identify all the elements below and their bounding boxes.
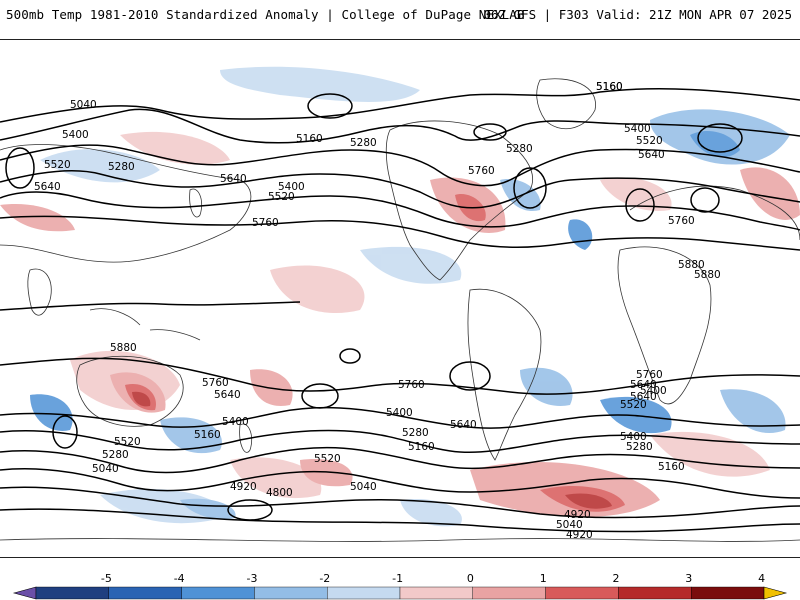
svg-text:5520: 5520 bbox=[44, 159, 71, 171]
colorbar-tick-label: 3 bbox=[685, 572, 693, 585]
svg-text:5160: 5160 bbox=[658, 461, 685, 473]
svg-text:5280: 5280 bbox=[350, 137, 377, 149]
svg-text:5160: 5160 bbox=[296, 133, 323, 145]
svg-text:5400: 5400 bbox=[62, 129, 89, 141]
svg-text:5760: 5760 bbox=[468, 165, 495, 177]
svg-text:5640: 5640 bbox=[214, 389, 241, 401]
colorbar-tick-label: 4 bbox=[758, 572, 766, 585]
svg-text:5280: 5280 bbox=[506, 143, 533, 155]
svg-text:5280: 5280 bbox=[102, 449, 129, 461]
svg-text:5760: 5760 bbox=[398, 379, 425, 391]
svg-text:5280: 5280 bbox=[626, 441, 653, 453]
map-title: 500mb Temp 1981-2010 Standardized Anomal… bbox=[6, 7, 525, 22]
svg-text:5880: 5880 bbox=[110, 342, 137, 354]
svg-text:5760: 5760 bbox=[636, 369, 663, 381]
colorbar: -5-4-3-2-1012345 bbox=[0, 572, 800, 600]
svg-text:5040: 5040 bbox=[92, 463, 119, 475]
svg-text:5520: 5520 bbox=[314, 453, 341, 465]
svg-text:5520: 5520 bbox=[114, 436, 141, 448]
colorbar-tick-label: -3 bbox=[246, 572, 258, 585]
svg-text:5760: 5760 bbox=[252, 217, 279, 229]
colorbar-swatch bbox=[545, 586, 619, 600]
svg-text:5880: 5880 bbox=[694, 269, 721, 281]
svg-text:5160: 5160 bbox=[596, 81, 623, 93]
colorbar-tick-label: -1 bbox=[392, 572, 404, 585]
colorbar-tick-label: -5 bbox=[100, 572, 112, 585]
svg-text:5760: 5760 bbox=[668, 215, 695, 227]
svg-text:5160: 5160 bbox=[596, 81, 623, 93]
svg-text:4920: 4920 bbox=[564, 509, 591, 521]
svg-text:5640: 5640 bbox=[450, 419, 477, 431]
header: 500mb Temp 1981-2010 Standardized Anomal… bbox=[0, 0, 800, 34]
svg-text:5400: 5400 bbox=[620, 431, 647, 443]
colorbar-scale bbox=[12, 586, 788, 600]
colorbar-tick-label: 2 bbox=[612, 572, 620, 585]
svg-text:5640: 5640 bbox=[638, 149, 665, 161]
colorbar-max-arrow bbox=[763, 586, 788, 600]
colorbar-swatch bbox=[472, 586, 546, 600]
colorbar-swatch bbox=[181, 586, 255, 600]
svg-text:5040: 5040 bbox=[556, 519, 583, 531]
svg-text:5160: 5160 bbox=[194, 429, 221, 441]
svg-text:5400: 5400 bbox=[222, 416, 249, 428]
colorbar-swatch bbox=[399, 586, 474, 600]
svg-text:5400: 5400 bbox=[278, 181, 305, 193]
svg-text:5520: 5520 bbox=[636, 135, 663, 147]
svg-text:5520: 5520 bbox=[268, 191, 295, 203]
svg-text:5880: 5880 bbox=[678, 259, 705, 271]
svg-text:5160: 5160 bbox=[408, 441, 435, 453]
svg-text:4920: 4920 bbox=[566, 529, 593, 541]
svg-text:4800: 4800 bbox=[266, 487, 293, 499]
colorbar-tick-label: 1 bbox=[539, 572, 547, 585]
anomaly-shading bbox=[0, 66, 800, 527]
colorbar-tick-labels: -5-4-3-2-1012345 bbox=[0, 572, 800, 586]
svg-text:5400: 5400 bbox=[386, 407, 413, 419]
map-canvas: 5160 5040 5400 5520 5280 5640 5760 5160 … bbox=[0, 66, 800, 542]
svg-text:5040: 5040 bbox=[350, 481, 377, 493]
coastlines bbox=[0, 78, 800, 542]
svg-text:5280: 5280 bbox=[402, 427, 429, 439]
svg-text:5400: 5400 bbox=[640, 385, 667, 397]
colorbar-swatch bbox=[254, 586, 328, 600]
svg-text:5520: 5520 bbox=[620, 399, 647, 411]
svg-text:4920: 4920 bbox=[230, 481, 257, 493]
contour-labels: 5160 5040 5400 5520 5280 5640 5760 5160 … bbox=[34, 81, 721, 541]
svg-text:5760: 5760 bbox=[202, 377, 229, 389]
world-map: 5160 5040 5400 5520 5280 5640 5760 5160 … bbox=[0, 39, 800, 558]
colorbar-swatch bbox=[618, 586, 692, 600]
svg-text:5400: 5400 bbox=[624, 123, 651, 135]
colorbar-tick-label: -4 bbox=[173, 572, 185, 585]
svg-text:5040: 5040 bbox=[70, 99, 97, 111]
svg-text:5640: 5640 bbox=[220, 173, 247, 185]
colorbar-tick-label: 0 bbox=[466, 572, 474, 585]
height-contours bbox=[0, 87, 800, 533]
colorbar-swatch bbox=[691, 586, 765, 600]
colorbar-swatch bbox=[327, 586, 401, 600]
model-run-info: 06Z GFS | F303 Valid: 21Z MON APR 07 202… bbox=[483, 7, 792, 22]
svg-text:5280: 5280 bbox=[108, 161, 135, 173]
colorbar-swatch bbox=[108, 586, 182, 600]
colorbar-tick-label: -2 bbox=[319, 572, 331, 585]
colorbar-swatch bbox=[35, 586, 110, 600]
colorbar-min-arrow bbox=[12, 586, 37, 600]
svg-text:5640: 5640 bbox=[630, 379, 657, 391]
svg-text:5640: 5640 bbox=[34, 181, 61, 193]
svg-text:5640: 5640 bbox=[630, 391, 657, 403]
